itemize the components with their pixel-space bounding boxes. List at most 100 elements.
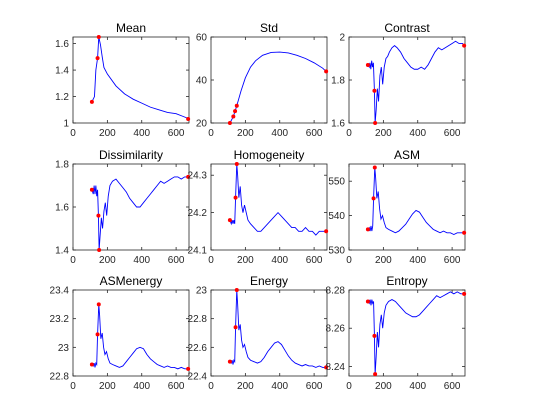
y-tick-label: 550 xyxy=(328,177,345,188)
data-point-marker xyxy=(234,288,239,292)
subplot-asmenergy: ASMenergy 0 200 400 600 22.8 23 23.2 23.4 xyxy=(50,274,191,392)
data-point-marker xyxy=(462,291,467,296)
y-tick-label: 1.6 xyxy=(55,203,69,214)
data-point-marker xyxy=(233,195,238,200)
axes-box xyxy=(210,163,328,251)
data-point-marker xyxy=(372,88,377,93)
y-tick-label: 8.28 xyxy=(326,286,346,297)
x-tick-label: 0 xyxy=(208,381,214,392)
series-line xyxy=(367,40,465,124)
axes-box xyxy=(72,163,190,251)
x-tick-label: 200 xyxy=(99,128,116,139)
x-tick-label: 0 xyxy=(346,255,352,266)
data-point-marker xyxy=(462,230,467,235)
y-tick-label: 1.6 xyxy=(331,119,345,130)
subplot-title: Mean xyxy=(116,21,146,35)
axes-box xyxy=(72,36,190,124)
data-point-marker xyxy=(365,227,370,232)
axes-box xyxy=(72,289,190,377)
data-point-marker xyxy=(186,117,191,122)
series-line xyxy=(91,176,189,251)
axes-box xyxy=(210,36,328,124)
axes-box xyxy=(348,163,466,251)
data-point-marker xyxy=(233,325,238,330)
x-tick-label: 400 xyxy=(271,381,288,392)
y-tick-label: 23 xyxy=(196,286,208,297)
y-tick-label: 22.6 xyxy=(188,343,208,354)
series-line xyxy=(229,163,327,236)
subplot-asm: ASM 0 200 400 600 530 540 550 xyxy=(328,148,467,266)
y-tick-label: 1 xyxy=(63,119,69,130)
data-point-marker xyxy=(373,121,378,125)
subplot-energy: Energy 0 200 400 600 22.4 22.6 22.8 23 xyxy=(188,274,329,392)
x-tick-label: 200 xyxy=(237,128,254,139)
subplot-title: ASM xyxy=(394,148,420,162)
x-tick-label: 200 xyxy=(99,381,116,392)
data-point-marker xyxy=(227,359,232,364)
x-tick-label: 0 xyxy=(346,381,352,392)
x-tick-label: 600 xyxy=(168,381,185,392)
data-point-marker xyxy=(95,332,100,337)
data-point-marker xyxy=(372,333,377,338)
y-tick-label: 2 xyxy=(339,33,345,44)
data-point-marker xyxy=(372,165,377,170)
data-point-marker xyxy=(227,121,232,125)
data-point-marker xyxy=(373,372,378,377)
x-tick-label: 200 xyxy=(375,128,392,139)
y-tick-label: 20 xyxy=(196,119,208,130)
y-tick-label: 24.1 xyxy=(188,246,208,257)
data-point-marker xyxy=(89,187,94,192)
subplot-title: ASMenergy xyxy=(100,274,163,288)
x-tick-label: 600 xyxy=(444,128,461,139)
x-tick-label: 400 xyxy=(409,255,426,266)
y-tick-label: 1.4 xyxy=(55,66,69,77)
data-point-marker xyxy=(89,99,94,104)
x-tick-label: 600 xyxy=(444,381,461,392)
x-tick-label: 0 xyxy=(208,128,214,139)
x-tick-label: 600 xyxy=(444,255,461,266)
data-point-marker xyxy=(96,302,101,307)
data-point-marker xyxy=(462,43,467,48)
x-tick-label: 200 xyxy=(99,255,116,266)
y-tick-label: 24.3 xyxy=(188,171,208,182)
subplot-title: Dissimilarity xyxy=(99,148,163,162)
data-point-marker xyxy=(365,299,370,304)
x-tick-label: 600 xyxy=(168,255,185,266)
x-tick-label: 400 xyxy=(133,381,150,392)
subplot-title: Entropy xyxy=(386,274,427,288)
x-tick-label: 200 xyxy=(237,381,254,392)
subplot-homogeneity: Homogeneity 0 200 400 600 24.1 24.2 24.3 xyxy=(188,148,329,266)
y-tick-label: 23.2 xyxy=(50,314,70,325)
axes-box xyxy=(348,36,466,124)
subplot-entropy: Entropy 0 200 400 600 8.24 8.26 8.28 xyxy=(326,274,467,392)
data-point-marker xyxy=(186,366,191,371)
y-tick-label: 23 xyxy=(58,343,70,354)
y-tick-label: 22.8 xyxy=(50,372,70,383)
y-tick-label: 40 xyxy=(196,76,208,87)
x-tick-label: 0 xyxy=(70,255,76,266)
axes-box xyxy=(348,289,466,377)
x-tick-label: 600 xyxy=(306,381,323,392)
x-tick-label: 0 xyxy=(70,128,76,139)
data-point-marker xyxy=(97,248,102,252)
data-point-marker xyxy=(89,362,94,367)
x-tick-label: 400 xyxy=(409,381,426,392)
x-tick-label: 400 xyxy=(133,128,150,139)
y-tick-label: 60 xyxy=(196,33,208,44)
axes-box xyxy=(210,289,328,377)
y-tick-label: 1.8 xyxy=(331,76,345,87)
subplot-std: Std 0 200 400 600 20 40 60 xyxy=(196,21,329,139)
subplot-mean: Mean 0 200 400 600 1 1.2 1.4 1.6 xyxy=(55,21,191,139)
subplot-title: Std xyxy=(260,21,278,35)
x-tick-label: 0 xyxy=(346,128,352,139)
y-tick-label: 22.8 xyxy=(188,314,208,325)
data-point-marker xyxy=(95,56,100,61)
x-tick-label: 400 xyxy=(271,128,288,139)
y-tick-label: 8.26 xyxy=(326,324,346,335)
y-tick-label: 23.4 xyxy=(50,286,70,297)
series-line xyxy=(367,167,465,236)
y-tick-label: 22.4 xyxy=(188,372,208,383)
data-point-marker xyxy=(186,174,191,179)
data-point-marker xyxy=(233,109,238,114)
